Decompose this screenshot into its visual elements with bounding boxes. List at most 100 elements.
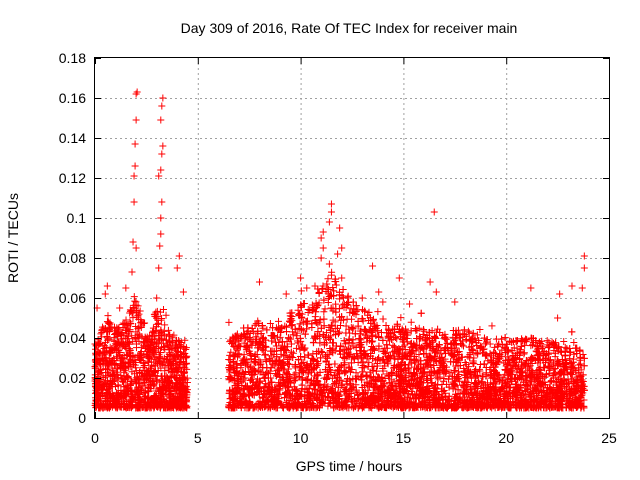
data-point: [338, 380, 346, 388]
data-point: [160, 354, 168, 362]
data-point: [164, 402, 172, 410]
data-point: [129, 357, 137, 365]
data-point: [101, 373, 109, 381]
data-point: [167, 404, 175, 412]
data-point: [114, 346, 122, 354]
data-point: [113, 324, 121, 332]
data-point: [158, 335, 166, 343]
data-point: [182, 388, 190, 396]
data-point: [352, 369, 360, 377]
data-point: [125, 339, 133, 347]
data-point: [464, 327, 472, 335]
data-point: [101, 342, 109, 350]
data-point: [129, 307, 137, 315]
data-point: [95, 378, 103, 386]
data-point: [181, 336, 189, 344]
data-point: [281, 322, 289, 330]
data-point: [110, 371, 118, 379]
data-point: [274, 333, 282, 341]
data-point: [520, 350, 528, 358]
data-point: [324, 284, 332, 292]
data-point: [101, 338, 109, 346]
data-point: [374, 308, 382, 316]
data-point: [171, 373, 179, 381]
data-point: [168, 345, 176, 353]
data-point: [171, 340, 179, 348]
data-point: [156, 308, 164, 316]
data-point: [547, 398, 555, 406]
data-point: [499, 373, 507, 381]
data-point: [528, 353, 536, 361]
data-point: [137, 372, 145, 380]
data-point: [92, 356, 100, 364]
data-point: [158, 315, 166, 323]
data-point: [156, 355, 164, 363]
data-point: [118, 343, 126, 351]
data-point: [101, 356, 109, 364]
data-point: [339, 285, 347, 293]
data-point: [431, 349, 439, 357]
data-point: [393, 335, 401, 343]
data-point: [109, 367, 117, 375]
data-point: [133, 380, 141, 388]
data-point: [151, 362, 159, 370]
data-point: [157, 328, 165, 336]
data-point: [150, 344, 158, 352]
data-point: [166, 386, 174, 394]
data-point: [330, 328, 338, 336]
data-point: [92, 364, 100, 372]
data-point: [418, 343, 426, 351]
data-point: [140, 341, 148, 349]
data-point: [131, 297, 139, 305]
data-point: [116, 360, 124, 368]
data-point: [258, 322, 266, 330]
data-point: [122, 372, 130, 380]
data-point: [142, 375, 150, 383]
data-point: [181, 349, 189, 357]
data-point: [440, 377, 448, 385]
data-point: [145, 398, 153, 406]
data-point: [161, 321, 169, 329]
data-point: [135, 397, 143, 405]
data-point: [319, 348, 327, 356]
data-point: [182, 353, 190, 361]
data-point: [119, 320, 127, 328]
data-point: [152, 358, 160, 366]
data-point: [470, 384, 478, 392]
data-point: [413, 326, 421, 334]
data-point: [149, 377, 157, 385]
data-point: [120, 401, 128, 409]
data-point: [437, 350, 445, 358]
data-point: [354, 359, 362, 367]
data-point: [147, 374, 155, 382]
data-point: [92, 397, 100, 405]
data-point: [249, 328, 257, 336]
data-point: [175, 364, 183, 372]
data-point: [447, 369, 455, 377]
data-point: [292, 332, 300, 340]
data-point: [467, 374, 475, 382]
data-point: [320, 308, 328, 316]
data-point: [135, 384, 143, 392]
data-point: [105, 320, 113, 328]
data-point: [491, 343, 499, 351]
data-point: [285, 360, 293, 368]
data-point: [97, 333, 105, 341]
data-point: [132, 364, 140, 372]
data-point: [123, 386, 131, 394]
data-point: [99, 361, 107, 369]
data-point: [153, 307, 161, 315]
data-point: [255, 319, 263, 327]
data-point: [520, 349, 528, 357]
data-point: [155, 345, 163, 353]
data-point: [160, 343, 168, 351]
data-point: [183, 374, 191, 382]
data-point: [151, 353, 159, 361]
data-point: [143, 352, 151, 360]
data-point: [465, 329, 473, 337]
data-point: [99, 348, 107, 356]
data-point: [132, 308, 140, 316]
data-point: [163, 341, 171, 349]
data-point: [324, 383, 332, 391]
data-point: [177, 342, 185, 350]
